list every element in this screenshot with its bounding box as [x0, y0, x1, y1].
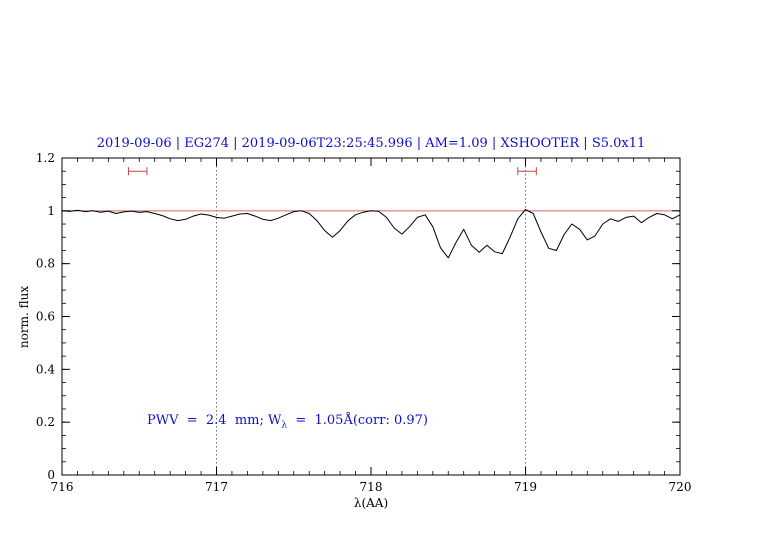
plot-title: 2019-09-06 | EG274 | 2019-09-06T23:25:45… — [96, 136, 646, 151]
pwv-annotation-text-after: = 1.05Å(corr: 0.97) — [287, 413, 428, 429]
pwv-annotation: PWV = 2.4 mm; Wλ = 1.05Å(corr: 0.97) — [147, 413, 428, 431]
x-tick-label: 720 — [669, 480, 692, 494]
pwv-annotation-text-before: PWV = 2.4 mm; W — [146, 413, 282, 429]
x-axis-label: λ(AA) — [353, 496, 389, 510]
y-tick-label: 0.4 — [36, 362, 55, 376]
y-tick-label: 0.8 — [36, 257, 55, 271]
y-tick-label: 0 — [47, 468, 55, 482]
pwv-annotation-lambda-subscript: λ — [281, 420, 288, 431]
x-tick-label: 717 — [205, 480, 228, 494]
y-tick-label: 0.6 — [36, 310, 55, 324]
y-tick-label: 0.2 — [36, 415, 55, 429]
spectrum-line — [61, 209, 681, 259]
y-axis-label: norm. flux — [17, 285, 31, 349]
y-tick-label: 1.2 — [36, 151, 55, 165]
x-tick-label: 718 — [360, 480, 383, 494]
x-tick-label: 719 — [514, 480, 537, 494]
x-tick-label: 716 — [51, 480, 74, 494]
y-tick-label: 1 — [47, 204, 55, 218]
